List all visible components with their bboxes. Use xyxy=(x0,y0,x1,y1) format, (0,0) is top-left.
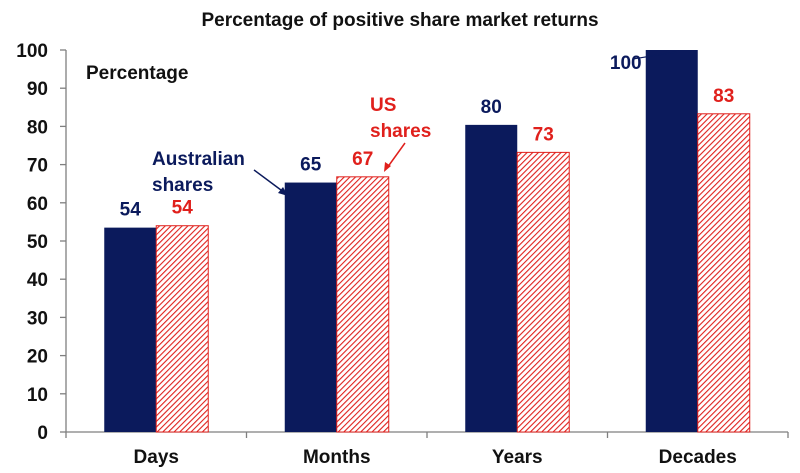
us-shares-annotation: US shares xyxy=(370,95,431,142)
bar-australian-shares xyxy=(465,124,518,432)
bar-us-shares xyxy=(697,113,751,433)
data-label-us: 54 xyxy=(172,198,194,219)
y-tick-label: 90 xyxy=(27,79,48,100)
data-label-us: 67 xyxy=(352,149,373,170)
australian-shares-arrowhead xyxy=(278,187,288,196)
y-tick-label: 30 xyxy=(27,308,48,329)
bar-us-shares xyxy=(155,225,209,433)
data-label-australian: 65 xyxy=(300,155,322,176)
data-label-australian: 100 xyxy=(610,53,642,74)
bar-australian-shares xyxy=(284,182,337,432)
australian-shares-annotation-line2: shares xyxy=(152,175,213,196)
us-shares-arrowhead xyxy=(384,162,391,172)
australian-shares-annotation: Australian shares xyxy=(152,149,250,196)
x-tick-label: Months xyxy=(303,447,371,468)
data-label-australian: 80 xyxy=(481,97,502,118)
y-tick-label: 0 xyxy=(37,423,48,444)
us-shares-annotation-line2: shares xyxy=(370,121,431,142)
y-tick-label: 40 xyxy=(27,270,48,291)
bar-us-shares xyxy=(516,151,570,433)
axes: 0 10 20 30 40 50 60 70 80 90 100 Days Months Years Dec… xyxy=(16,41,789,468)
bar-us-shares xyxy=(336,176,390,433)
us-shares-annotation-line1: US xyxy=(370,95,396,116)
unit-label: Percentage xyxy=(86,63,188,84)
data-labels: 54 65 80 100 54 67 73 83 xyxy=(120,53,735,221)
x-tick-label: Days xyxy=(134,447,179,468)
y-tick-label: 100 xyxy=(16,41,48,62)
decades-label-leader xyxy=(632,51,677,60)
us-shares-arrow xyxy=(386,142,406,169)
bars xyxy=(104,50,751,433)
bar-australian-shares xyxy=(645,50,698,432)
data-label-australian: 54 xyxy=(120,200,142,221)
australian-shares-arrow xyxy=(253,169,286,194)
y-tick-label: 10 xyxy=(27,385,48,406)
y-tick-label: 20 xyxy=(27,347,48,368)
y-tick-label: 80 xyxy=(27,117,48,138)
australian-shares-annotation-line1: Australian xyxy=(152,149,245,170)
bar-australian-shares xyxy=(104,227,157,432)
y-tick-label: 70 xyxy=(27,156,48,177)
data-label-us: 83 xyxy=(713,86,734,107)
x-tick-label: Decades xyxy=(659,447,737,468)
y-tick-label: 60 xyxy=(27,194,48,215)
x-tick-label: Years xyxy=(492,447,543,468)
data-label-us: 73 xyxy=(533,124,554,145)
y-tick-label: 50 xyxy=(27,232,48,253)
chart-title: Percentage of positive share market retu… xyxy=(201,10,598,31)
